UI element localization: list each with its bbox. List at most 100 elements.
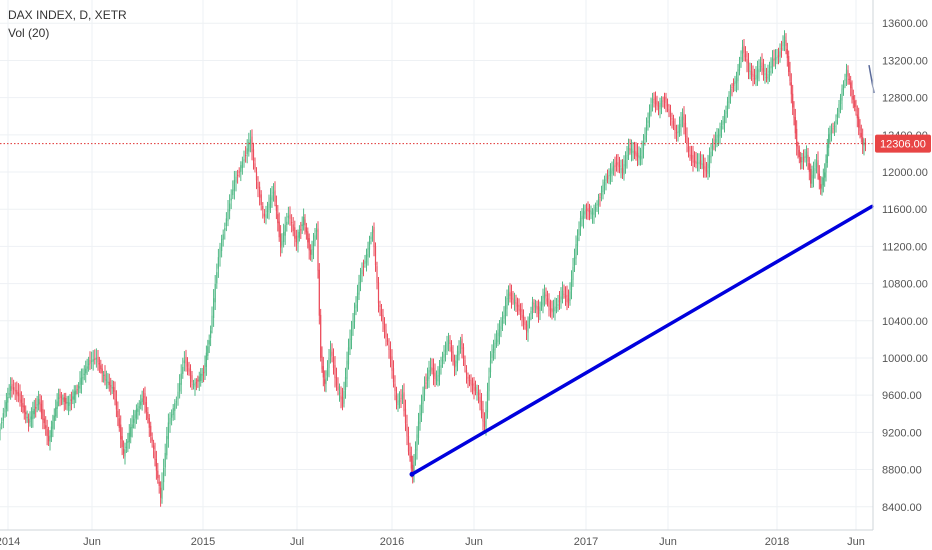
candle-body xyxy=(434,372,436,379)
candle-body xyxy=(446,343,448,350)
candle-body xyxy=(689,154,691,156)
y-tick-label: 13600.00 xyxy=(882,18,928,30)
candle-body xyxy=(480,400,483,414)
candle-body xyxy=(814,168,816,172)
trendline[interactable] xyxy=(410,204,874,476)
candle-body xyxy=(414,449,417,461)
candle-body xyxy=(166,436,168,456)
candle-body xyxy=(546,298,549,302)
candle-body xyxy=(590,210,592,215)
candle-body xyxy=(310,249,312,255)
candle-body xyxy=(229,203,231,212)
candle-body xyxy=(246,148,248,155)
candle-body xyxy=(483,420,486,427)
candle-body xyxy=(713,142,715,144)
indicator-label[interactable]: Vol (20) xyxy=(8,26,50,40)
candle-body xyxy=(138,406,140,408)
candle-body xyxy=(821,185,823,190)
candle-body xyxy=(43,418,45,424)
candle-body xyxy=(85,368,87,374)
candle-body xyxy=(464,359,466,366)
x-tick-label: Jun xyxy=(847,536,865,548)
candle-body xyxy=(540,302,543,307)
candle-body xyxy=(663,97,666,100)
candle-body xyxy=(197,379,199,382)
candle-body xyxy=(98,363,100,365)
candle-body xyxy=(317,228,319,271)
candle-body xyxy=(825,159,827,173)
candle-body xyxy=(753,77,756,79)
candle-body xyxy=(14,390,16,392)
candle-body xyxy=(337,386,339,391)
candle-body xyxy=(272,192,275,194)
candle-body xyxy=(788,56,790,72)
candle-body xyxy=(473,382,475,391)
candle-body xyxy=(471,384,474,386)
candle-body xyxy=(668,109,670,111)
candle-body xyxy=(142,396,145,398)
candle-body xyxy=(35,406,37,409)
candle-body xyxy=(403,392,405,412)
candle-body xyxy=(295,235,297,243)
candle-body xyxy=(232,189,234,196)
candle-body xyxy=(152,445,155,450)
candle-body xyxy=(701,163,703,165)
trendline-anchor[interactable] xyxy=(409,471,415,477)
candle-body xyxy=(331,351,333,356)
candle-body xyxy=(76,389,78,391)
candle-body xyxy=(557,303,559,307)
candle-body xyxy=(686,136,688,144)
candle-body xyxy=(801,161,803,163)
candle-body xyxy=(596,204,598,206)
candle-body xyxy=(134,414,136,420)
candle-body xyxy=(707,163,709,174)
candle-body xyxy=(762,68,765,73)
candle-body xyxy=(89,359,91,364)
candle-body xyxy=(158,481,160,486)
candle-body xyxy=(235,176,237,183)
candle-body xyxy=(564,295,567,298)
candle-body xyxy=(171,414,173,418)
candle-body xyxy=(456,351,459,364)
y-axis[interactable]: 8400.00 8800.00 9200.00 9600.00 10000.00 1040… xyxy=(875,18,931,514)
candle-body xyxy=(584,211,586,215)
candle-body xyxy=(702,163,705,169)
candle-body xyxy=(204,363,206,373)
candle-body xyxy=(39,401,41,405)
candle-body xyxy=(696,162,699,164)
candle-body xyxy=(359,274,362,284)
candle-body xyxy=(681,116,684,121)
candle-body xyxy=(362,266,365,268)
candle-body xyxy=(570,279,573,291)
candle-body xyxy=(86,366,88,369)
candle-body xyxy=(671,118,673,120)
candle-body xyxy=(852,95,854,100)
candle-body xyxy=(735,77,738,84)
candle-body xyxy=(243,159,245,162)
candle-body xyxy=(855,109,857,112)
candle-body xyxy=(233,179,235,191)
candle-body xyxy=(674,125,676,131)
candle-body xyxy=(385,329,387,338)
candle-body xyxy=(174,403,176,411)
candle-body xyxy=(198,376,200,382)
candle-body xyxy=(468,379,471,381)
candle-body xyxy=(388,345,390,350)
candle-body xyxy=(518,304,520,311)
candle-body xyxy=(793,108,795,118)
candle-body xyxy=(738,62,741,71)
candle-body xyxy=(859,126,861,131)
candle-body xyxy=(755,74,757,80)
x-axis[interactable]: 2014 Jun 2015 Jul 2016 Jun 2017 Jun 2018 Jun xyxy=(0,536,865,548)
symbol-title[interactable]: DAX INDEX, D, XETR xyxy=(8,8,127,22)
candle-body xyxy=(192,383,195,385)
candle-body xyxy=(125,446,128,448)
candle-body xyxy=(794,117,796,134)
candle-body xyxy=(504,305,507,317)
candle-body xyxy=(720,126,723,130)
candle-body xyxy=(654,97,657,105)
candle-body xyxy=(632,151,634,153)
candle-body xyxy=(249,139,251,145)
candle-body xyxy=(263,213,265,217)
